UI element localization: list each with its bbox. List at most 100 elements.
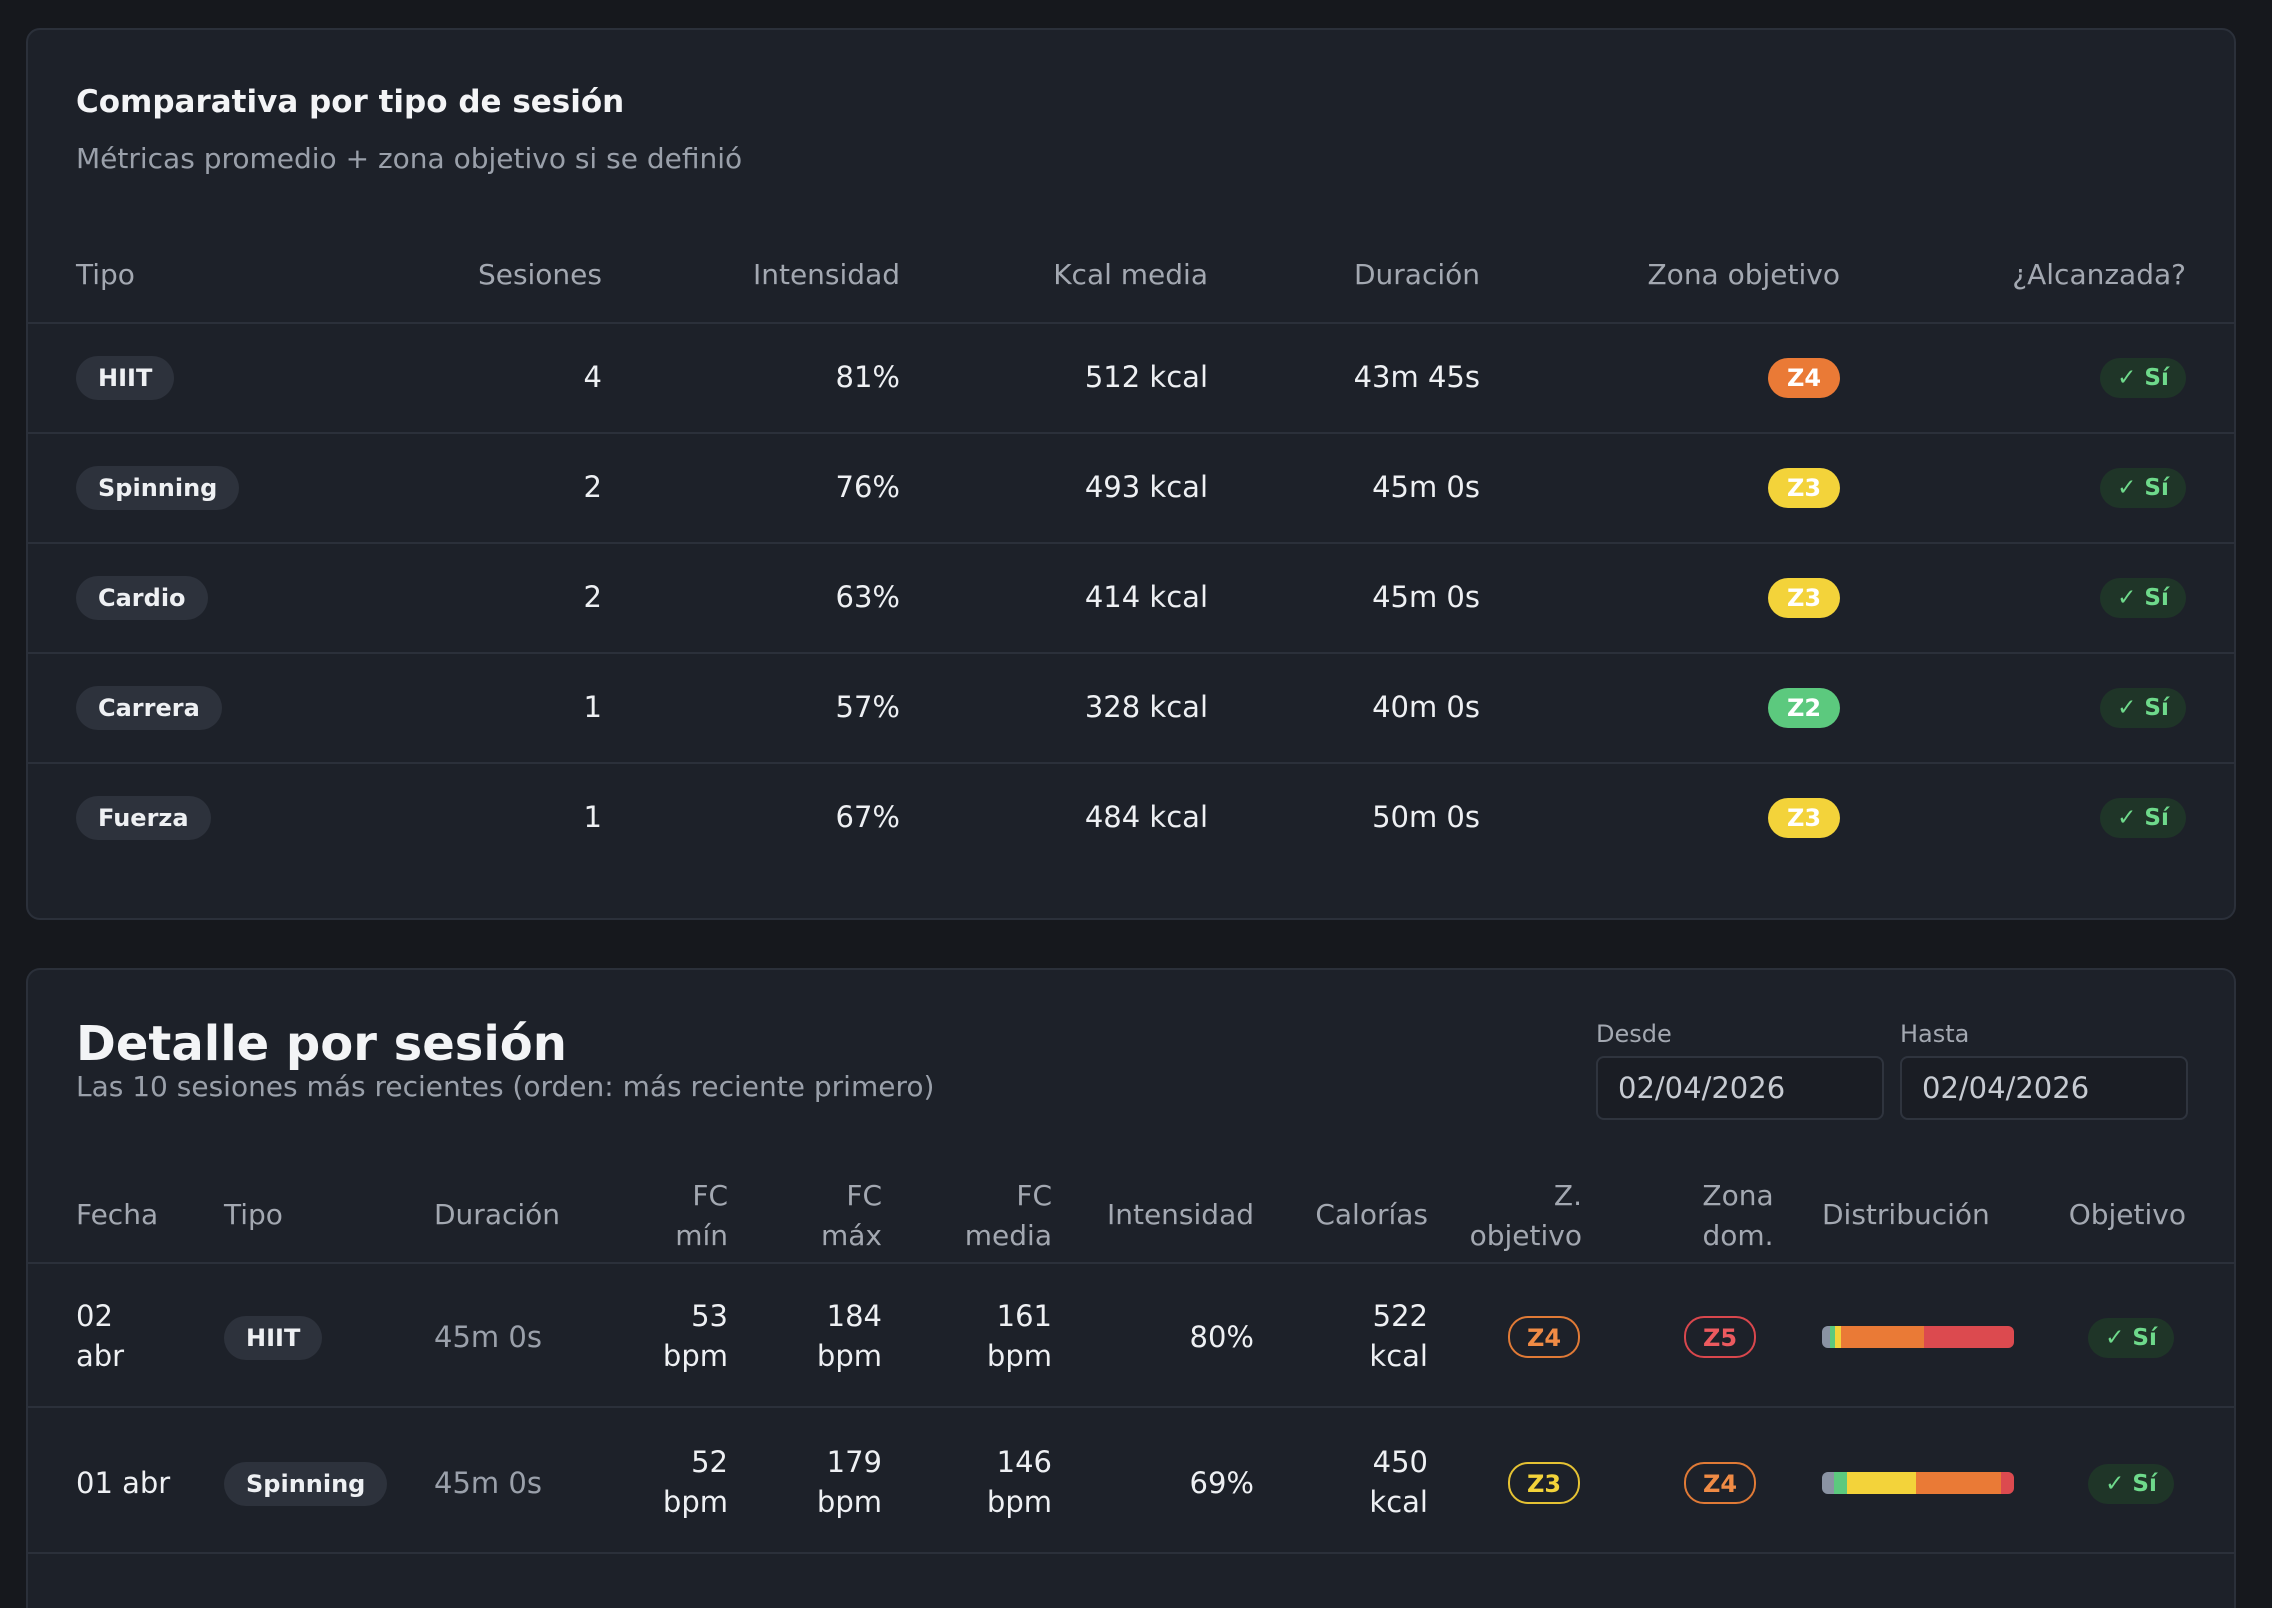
- zone-badge: Z3: [1768, 468, 1840, 508]
- col-header-fc-max-line1: FC: [846, 1179, 882, 1212]
- objective-badge: ✓ Sí: [2088, 1318, 2174, 1358]
- dominant-zone-badge: Z5: [1684, 1316, 1756, 1358]
- col-header-fc-media[interactable]: FC media: [912, 1176, 1052, 1256]
- col-header-fc-min-line2: mín: [675, 1219, 728, 1252]
- zone-segment-z3: [1835, 1326, 1842, 1348]
- row-separator: [28, 1552, 2234, 1554]
- dominant-zone-badge: Z4: [1684, 1462, 1756, 1504]
- fc-min-cell: 53 bpm: [588, 1296, 728, 1376]
- col-header-zona-objetivo[interactable]: Z. objetivo: [1428, 1176, 1582, 1256]
- calorias-cell: 522 kcal: [1278, 1296, 1428, 1376]
- row-separator: [28, 762, 2234, 764]
- col-header-tipo[interactable]: Tipo: [224, 1198, 283, 1231]
- fc-max-cell: 184 bpm: [742, 1296, 882, 1376]
- col-header-zona-dom[interactable]: Zona dom.: [1678, 1176, 1798, 1256]
- objective-badge: ✓ Sí: [2088, 1464, 2174, 1504]
- zone-segment-z4: [1841, 1326, 1924, 1348]
- fc-media-value: 161: [996, 1299, 1052, 1333]
- calorias-value: 522: [1372, 1299, 1428, 1333]
- type-badge: Carrera: [76, 686, 222, 730]
- fc-max-value: 184: [826, 1299, 882, 1333]
- calorias-cell: 450 kcal: [1278, 1442, 1428, 1522]
- duracion-cell: 45m 0s: [1372, 580, 1480, 614]
- detalle-title: Detalle por sesión: [76, 1016, 567, 1072]
- target-zone-badge: Z3: [1508, 1462, 1580, 1504]
- fc-media-unit: bpm: [986, 1485, 1052, 1519]
- col-header-fc-max-line2: máx: [820, 1219, 882, 1252]
- fc-media-cell: 161 bpm: [912, 1296, 1052, 1376]
- type-badge: Spinning: [224, 1462, 388, 1506]
- col-header-intensidad[interactable]: Intensidad: [752, 258, 900, 291]
- zone-badge: Z3: [1768, 578, 1840, 618]
- fc-max-cell: 179 bpm: [742, 1442, 882, 1522]
- detalle-subtitle: Las 10 sesiones más recientes (orden: má…: [76, 1070, 935, 1103]
- hasta-date-input[interactable]: 02/04/2026: [1900, 1056, 2188, 1120]
- fc-min-unit: bpm: [662, 1485, 728, 1519]
- sesiones-cell: 2: [583, 580, 602, 614]
- comparativa-card: Comparativa por tipo de sesión Métricas …: [26, 28, 2236, 920]
- zone-segment-z1: [1822, 1472, 1834, 1494]
- desde-label: Desde: [1596, 1020, 1672, 1048]
- fc-media-unit: bpm: [986, 1339, 1052, 1373]
- fecha-cell: 02 abr: [76, 1296, 124, 1376]
- col-header-sesiones[interactable]: Sesiones: [477, 258, 602, 291]
- fecha-cell: 01 abr: [76, 1466, 171, 1500]
- col-header-fc-max[interactable]: FC máx: [742, 1176, 882, 1256]
- col-header-fc-media-line1: FC: [1016, 1179, 1052, 1212]
- col-header-fecha[interactable]: Fecha: [76, 1198, 159, 1231]
- sesiones-cell: 4: [583, 360, 602, 394]
- col-header-zdom-line2: dom.: [1702, 1219, 1774, 1252]
- duracion-cell: 43m 45s: [1353, 360, 1480, 394]
- header-separator: [28, 322, 2234, 324]
- col-header-duracion[interactable]: Duración: [1353, 258, 1480, 291]
- fc-media-cell: 146 bpm: [912, 1442, 1052, 1522]
- fc-min-unit: bpm: [662, 1339, 728, 1373]
- col-header-kcal[interactable]: Kcal media: [1053, 258, 1208, 291]
- type-badge: Cardio: [76, 576, 208, 620]
- zone-badge: Z3: [1768, 798, 1840, 838]
- zone-distribution-bar: [1822, 1326, 2014, 1348]
- col-header-tipo[interactable]: Tipo: [76, 258, 135, 291]
- fc-min-cell: 52 bpm: [588, 1442, 728, 1522]
- calorias-value: 450: [1372, 1445, 1428, 1479]
- duracion-cell: 50m 0s: [1372, 800, 1480, 834]
- zone-distribution-bar: [1822, 1472, 2014, 1494]
- achieved-badge: ✓ Sí: [2100, 468, 2186, 508]
- intensidad-cell: 76%: [835, 470, 900, 504]
- kcal-cell: 328 kcal: [1084, 690, 1208, 724]
- zone-segment-z5: [2000, 1472, 2014, 1494]
- col-header-calorias[interactable]: Calorías: [1315, 1198, 1428, 1231]
- comparativa-subtitle: Métricas promedio + zona objetivo si se …: [76, 142, 743, 175]
- fc-max-value: 179: [826, 1445, 882, 1479]
- col-header-zona-objetivo[interactable]: Zona objetivo: [1647, 258, 1841, 291]
- col-header-intensidad[interactable]: Intensidad: [1106, 1198, 1254, 1231]
- col-header-distribucion[interactable]: Distribución: [1822, 1198, 1990, 1231]
- calorias-unit: kcal: [1369, 1339, 1428, 1373]
- intensidad-cell: 69%: [1189, 1466, 1254, 1500]
- detalle-card: Detalle por sesión Las 10 sesiones más r…: [26, 968, 2236, 1608]
- col-header-duracion[interactable]: Duración: [434, 1198, 561, 1231]
- col-header-zobj-line2: objetivo: [1469, 1219, 1582, 1252]
- comparativa-title: Comparativa por tipo de sesión: [76, 84, 625, 120]
- col-header-fc-min-line1: FC: [692, 1179, 728, 1212]
- fecha-month: abr: [76, 1339, 125, 1373]
- intensidad-cell: 63%: [835, 580, 900, 614]
- hasta-label: Hasta: [1900, 1020, 1970, 1048]
- type-badge: Spinning: [76, 466, 240, 510]
- col-header-objetivo[interactable]: Objetivo: [2068, 1198, 2186, 1231]
- intensidad-cell: 81%: [835, 360, 900, 394]
- col-header-zdom-line1: Zona: [1702, 1179, 1774, 1212]
- sesiones-cell: 1: [583, 800, 602, 834]
- zone-segment-z3: [1846, 1472, 1917, 1494]
- zone-segment-z2: [1833, 1472, 1847, 1494]
- type-badge: HIIT: [224, 1316, 323, 1360]
- zone-segment-z5: [1923, 1326, 2014, 1348]
- fc-max-unit: bpm: [816, 1485, 882, 1519]
- row-separator: [28, 652, 2234, 654]
- col-header-fc-min[interactable]: FC mín: [588, 1176, 728, 1256]
- fc-media-value: 146: [996, 1445, 1052, 1479]
- sesiones-cell: 1: [583, 690, 602, 724]
- col-header-alcanzada[interactable]: ¿Alcanzada?: [2012, 258, 2186, 291]
- desde-date-input[interactable]: 02/04/2026: [1596, 1056, 1884, 1120]
- zone-badge: Z4: [1768, 358, 1840, 398]
